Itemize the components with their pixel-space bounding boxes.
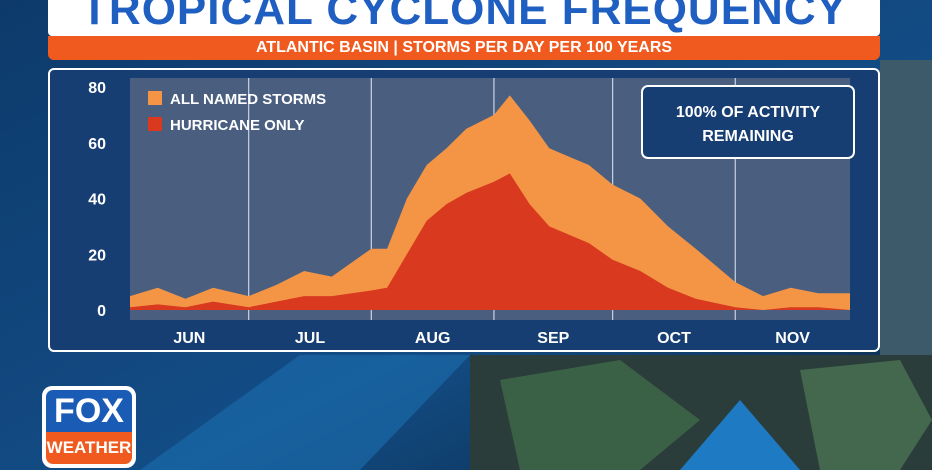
x-tick-label-sep: SEP bbox=[537, 330, 569, 347]
activity-callout: 100% OF ACTIVITY REMAINING bbox=[641, 85, 855, 159]
x-tick-label-jul: JUL bbox=[295, 330, 325, 347]
series-area-hurricane-only bbox=[130, 173, 850, 310]
page-subtitle: ATLANTIC BASIN | STORMS PER DAY PER 100 … bbox=[48, 36, 880, 60]
logo-text-weather: WEATHER bbox=[46, 432, 132, 464]
callout-line-2: REMAINING bbox=[702, 128, 794, 145]
page-title: TROPICAL CYCLONE FREQUENCY bbox=[48, 0, 880, 36]
y-tick-label: 0 bbox=[97, 303, 106, 320]
x-tick-label-aug: AUG bbox=[415, 330, 451, 347]
chart: 0 20 40 60 80 JUN JUL AUG SEP OCT NOV ALL NAMED S… bbox=[88, 78, 855, 347]
legend: ALL NAMED STORMS HURRICANE ONLY bbox=[148, 91, 326, 134]
callout-line-1: 100% OF ACTIVITY bbox=[676, 104, 821, 121]
y-tick-label: 20 bbox=[88, 247, 106, 264]
legend-label-all-named-storms: ALL NAMED STORMS bbox=[170, 91, 326, 108]
y-axis-ticks: 0 20 40 60 80 bbox=[88, 80, 106, 320]
x-axis-ticks: JUN JUL AUG SEP OCT NOV bbox=[173, 330, 810, 347]
x-tick-label-nov: NOV bbox=[775, 330, 810, 347]
x-tick-label-oct: OCT bbox=[657, 330, 691, 347]
x-tick-label-jun: JUN bbox=[173, 330, 205, 347]
y-tick-label: 80 bbox=[88, 80, 106, 97]
y-tick-label: 40 bbox=[88, 192, 106, 209]
legend-label-hurricane-only: HURRICANE ONLY bbox=[170, 117, 304, 134]
y-tick-label: 60 bbox=[88, 136, 106, 153]
fox-weather-logo: FOX WEATHER bbox=[42, 386, 136, 468]
legend-swatch-all-named-storms bbox=[148, 91, 162, 105]
legend-swatch-hurricane-only bbox=[148, 117, 162, 131]
logo-text-fox: FOX bbox=[46, 390, 132, 432]
